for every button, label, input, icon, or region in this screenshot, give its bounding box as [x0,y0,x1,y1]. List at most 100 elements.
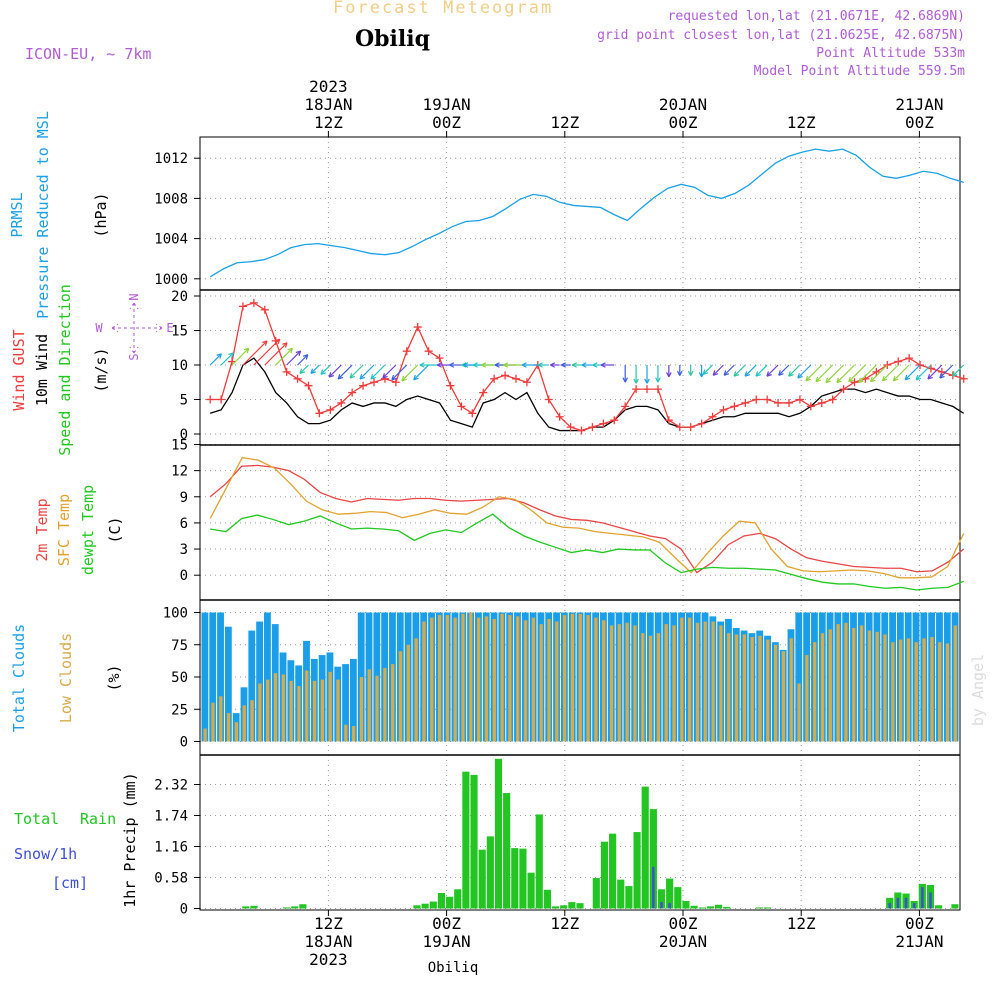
low-cloud-bar [344,724,348,742]
rain-bar [682,901,690,909]
wind-arrow-head [550,362,556,368]
wind-arrow-head [494,362,500,368]
low-cloud-bar [922,638,926,742]
wind-arrow-head [815,376,821,383]
wind-gust-marker [664,416,673,425]
wind-arrow-head [413,374,419,381]
time-label-top: 12Z [314,113,343,132]
y-tick-label: 1008 [154,191,188,207]
low-cloud-bar [805,655,809,742]
low-cloud-bar [719,625,723,742]
low-cloud-bar [625,622,629,742]
wind-arrow-head [951,371,958,377]
y-tick-label: 1000 [154,272,188,288]
time-label-bottom: 12Z [314,914,343,933]
rain-bar [283,907,291,909]
rain-bar [421,903,429,909]
wind-direction-arrow [952,364,965,377]
rain-bar [470,774,478,909]
rain-bar [592,878,600,909]
low-cloud-bar [422,621,426,742]
wind-gust-marker [632,385,641,394]
low-cloud-bar [594,617,598,742]
low-cloud-bar [734,634,739,742]
wind-direction-arrow [231,347,250,366]
wind-arrow-head [805,375,811,382]
wind-gust-marker [763,395,772,404]
snow-bar [888,903,891,909]
wind-direction-arrow [337,364,353,380]
rain-bar [649,809,657,909]
rain-bar [706,906,714,909]
low-cloud-bar [617,624,621,742]
wind-arrow-head [571,362,577,368]
low-cloud-bar [570,613,575,742]
rain-bar [478,849,486,909]
wind-arrow-head [788,371,794,377]
wind-direction-arrow [310,364,320,374]
clouds-unit: (%) [105,664,123,691]
time-label-top: 00Z [432,113,461,132]
rain-bar [527,872,535,909]
wind-direction-arrow [275,347,293,366]
wind-arrow-head [766,371,772,377]
low-cloud-bar [820,633,825,742]
wind-gust-marker [402,347,411,356]
low-cloud-bar [766,639,770,742]
y-tick-label: 2.32 [154,778,188,794]
wind-direction-arrow [797,364,812,379]
low-cloud-bar [656,633,661,742]
wind-direction-arrow [391,364,408,381]
time-label-bottom: 12Z [550,914,579,933]
low-cloud-bar [703,621,707,742]
low-cloud-bar [219,696,223,742]
rain-bar [617,879,625,909]
low-cloud-bar [484,616,489,742]
wind-arrow-head [243,347,250,354]
dewpoint-line [210,513,964,591]
low-cloud-bar [742,634,746,742]
snow-bar [652,866,655,909]
wind-gust-marker [260,305,269,314]
rain-bar [698,907,706,909]
low-cloud-bar [226,713,231,742]
total-cloud-bar [342,664,349,742]
wind-arrow-head [904,374,911,381]
low-cloud-bar [391,664,395,742]
wind-arrow-head [592,362,598,368]
low-cloud-bar [289,680,293,742]
wind-arrow-head [537,362,543,368]
low-cloud-bar [609,625,614,742]
compass-e: E [166,321,173,335]
wind-direction-arrow [286,350,301,366]
low-cloud-bar [555,621,559,742]
wind-arrow-head [463,362,469,368]
low-cloud-bar [695,622,700,742]
time-label-top: 21JAN [895,95,943,114]
snow-bar [921,887,924,909]
wind-gust-marker [730,402,739,411]
rain-bar [429,901,437,909]
wind-direction-arrow [209,353,222,366]
wind-direction-arrow [870,364,888,383]
wind-gust-marker [457,402,466,411]
y-tick-label: 0 [180,735,188,751]
wind-gust-marker [304,381,313,390]
pressure-line [209,148,964,278]
wind-arrow-head [382,373,388,379]
wind-direction-arrow [915,364,932,381]
low-cloud-bar [883,634,887,742]
low-cloud-bar [430,617,434,742]
wind-direction-arrow [382,364,397,379]
low-cloud-bar [250,700,254,742]
location-name: Obiliq [355,26,431,52]
low-cloud-bar [789,638,793,742]
low-cloud-bar [930,637,934,742]
grid-point-coords: grid point closest lon,lat (21.0625E, 42… [597,28,965,43]
wind-arrow-head [472,362,478,368]
wind-gust-marker [828,395,837,404]
total-cloud-bar [224,626,232,742]
wind-arrow-head [644,378,650,384]
wind-arrow-head [848,376,854,383]
